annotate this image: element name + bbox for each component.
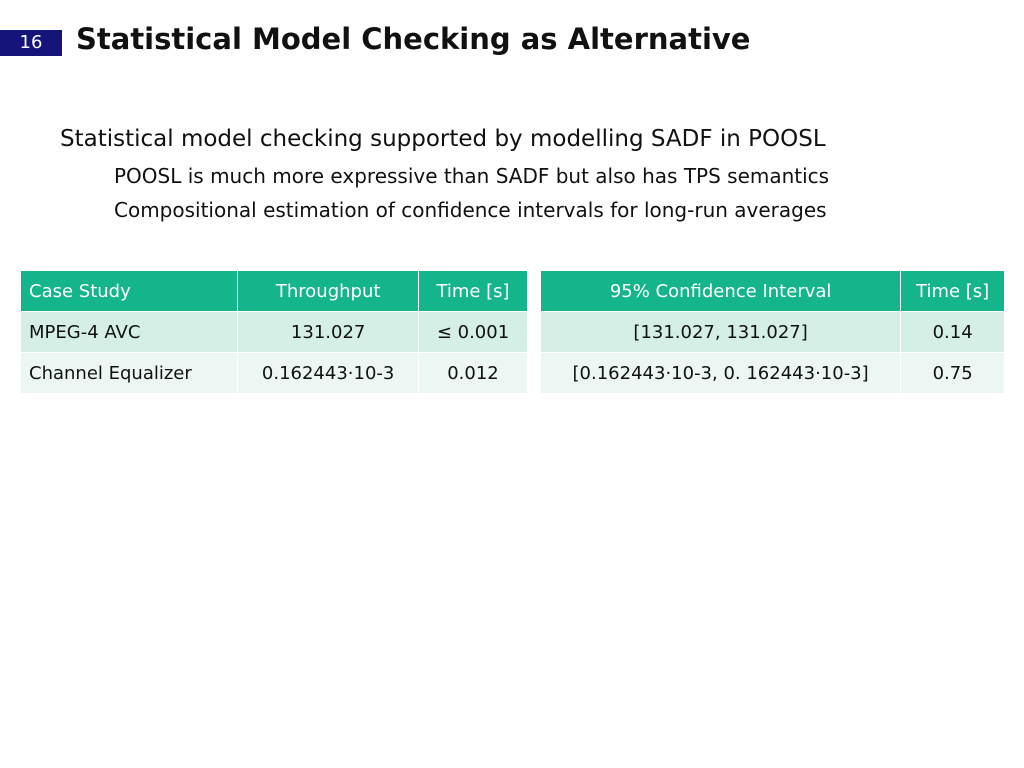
bullet-main: Statistical model checking supported by … [60,126,826,152]
slide-title: Statistical Model Checking as Alternativ… [76,22,751,56]
results-table-left: Case Study Throughput Time [s] MPEG-4 AV… [19,270,529,394]
bullet-list: Statistical model checking supported by … [60,126,1004,232]
bullet-sub-1: POOSL is much more expressive than SADF … [114,164,830,188]
case-cell: Channel Equalizer [19,352,239,394]
interval-cell: [131.027, 131.027] [539,311,902,353]
time-cell: 0.75 [900,352,1005,394]
table-row: MPEG-4 AVC 131.027 ≤ 0.001 [19,311,529,353]
interval-cell: [0.162443·10-3, 0. 162443·10-3] [539,352,902,394]
header-throughput: Throughput [237,270,419,312]
header-confidence-interval: 95% Confidence Interval [539,270,902,312]
header-time: Time [s] [417,270,529,312]
case-cell: MPEG-4 AVC [19,311,239,353]
bullet-sub-2: Compositional estimation of confidence i… [114,198,827,222]
table-row: Channel Equalizer 0.162443·10-3 0.012 [19,352,529,394]
table-row: [0.162443·10-3, 0. 162443·10-3] 0.75 [539,352,1005,394]
results-table-right: 95% Confidence Interval Time [s] [131.02… [539,270,1005,394]
header-time: Time [s] [900,270,1005,312]
time-cell: ≤ 0.001 [417,311,529,353]
time-cell: 0.14 [900,311,1005,353]
throughput-cell: 0.162443·10-3 [237,352,419,394]
time-cell: 0.012 [417,352,529,394]
table-row: [131.027, 131.027] 0.14 [539,311,1005,353]
throughput-cell: 131.027 [237,311,419,353]
header-case-study: Case Study [19,270,239,312]
slide-number: 16 [0,30,62,56]
